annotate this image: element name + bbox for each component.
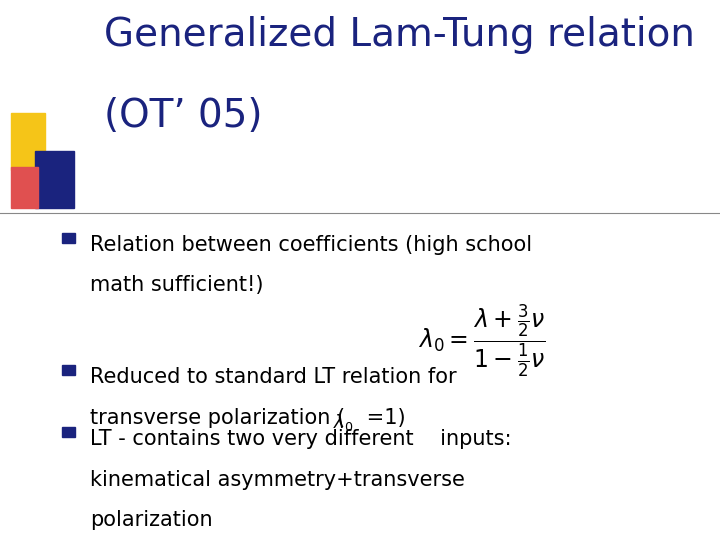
Bar	[62, 365, 75, 375]
Bar	[62, 233, 75, 243]
Bar	[35, 151, 74, 208]
Text: Generalized Lam-Tung relation: Generalized Lam-Tung relation	[104, 16, 696, 54]
Text: $\lambda_0 = \dfrac{\lambda + \frac{3}{2}\nu}{1 - \frac{1}{2}\nu}$: $\lambda_0 = \dfrac{\lambda + \frac{3}{2…	[418, 302, 546, 380]
Bar	[62, 428, 75, 437]
Text: $\lambda_0$: $\lambda_0$	[333, 412, 354, 433]
Text: math sufficient!): math sufficient!)	[90, 275, 264, 295]
Text: polarization: polarization	[90, 510, 212, 530]
Bar	[11, 113, 45, 170]
Text: LT - contains two very different    inputs:: LT - contains two very different inputs:	[90, 429, 511, 449]
Text: Reduced to standard LT relation for: Reduced to standard LT relation for	[90, 367, 456, 387]
Bar	[11, 167, 38, 208]
Text: =1): =1)	[360, 408, 405, 428]
Text: (OT’ 05): (OT’ 05)	[104, 97, 263, 135]
Text: Relation between coefficients (high school: Relation between coefficients (high scho…	[90, 235, 532, 255]
Text: kinematical asymmetry+transverse: kinematical asymmetry+transverse	[90, 470, 465, 490]
Text: transverse polarization (: transverse polarization (	[90, 408, 345, 428]
